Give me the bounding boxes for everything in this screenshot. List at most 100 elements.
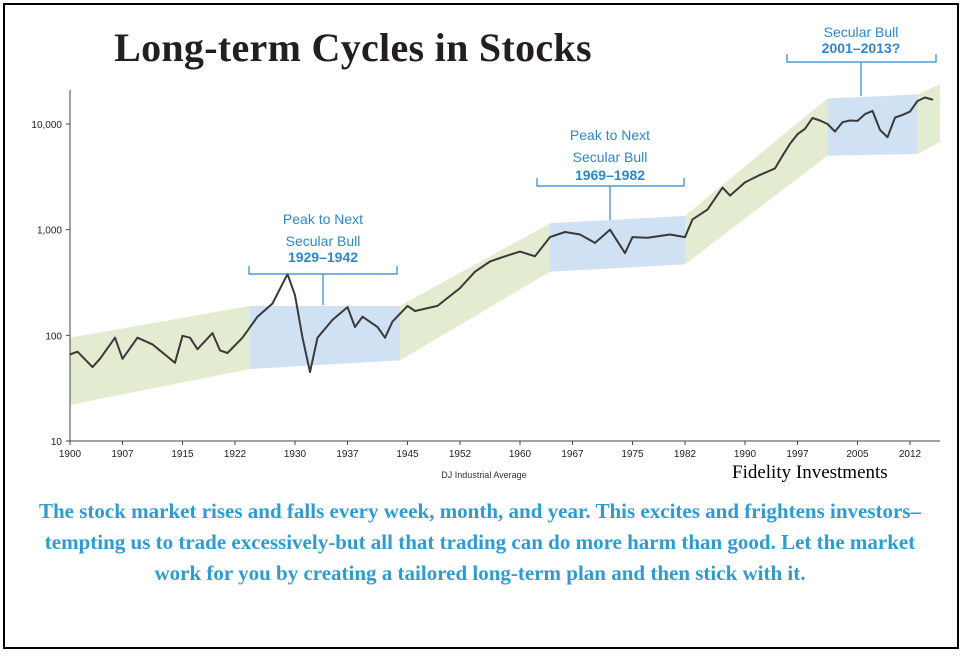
data-point bbox=[121, 358, 124, 360]
x-tick-label: 2012 bbox=[899, 449, 922, 460]
data-point bbox=[316, 336, 319, 339]
data-point bbox=[436, 305, 439, 307]
data-point bbox=[924, 96, 926, 99]
data-point bbox=[294, 294, 296, 297]
data-point bbox=[189, 336, 191, 339]
data-point bbox=[669, 233, 671, 236]
data-point bbox=[271, 302, 274, 305]
chart-title: Long-term Cycles in Stocks bbox=[114, 25, 592, 70]
data-point bbox=[361, 315, 364, 318]
data-point bbox=[211, 332, 214, 334]
x-tick-label: 1915 bbox=[171, 449, 194, 460]
y-tick-label: 10,000 bbox=[31, 120, 62, 131]
data-point bbox=[594, 242, 596, 244]
data-point bbox=[609, 228, 611, 231]
data-point bbox=[151, 343, 154, 346]
data-point bbox=[69, 353, 71, 356]
data-point bbox=[721, 186, 724, 189]
data-point bbox=[376, 326, 379, 328]
trend-band-4 bbox=[917, 83, 940, 155]
data-point bbox=[759, 174, 761, 176]
data-point bbox=[624, 252, 626, 254]
x-tick-label: 1930 bbox=[284, 449, 307, 460]
trend-band-3 bbox=[685, 98, 828, 265]
secular-box-3 bbox=[827, 94, 918, 156]
data-point bbox=[691, 218, 694, 221]
data-point bbox=[684, 236, 686, 238]
trend-band-1 bbox=[70, 305, 250, 405]
data-point bbox=[309, 371, 311, 373]
annotation-line1: Peak to Next bbox=[570, 127, 650, 143]
secular-box-1 bbox=[250, 305, 400, 370]
x-tick-label: 1990 bbox=[734, 449, 757, 460]
annotation-line2: Secular Bull bbox=[573, 149, 648, 165]
data-point bbox=[774, 167, 776, 170]
data-point bbox=[406, 305, 409, 307]
x-tick-label: 2005 bbox=[846, 449, 869, 460]
x-tick-label: 1967 bbox=[561, 449, 584, 460]
data-point bbox=[781, 155, 784, 157]
y-tick-label: 100 bbox=[45, 331, 62, 342]
data-point bbox=[826, 123, 829, 125]
data-point bbox=[414, 310, 416, 312]
data-point bbox=[219, 349, 221, 352]
data-point bbox=[849, 119, 851, 122]
data-point bbox=[631, 236, 634, 238]
data-point bbox=[474, 270, 476, 273]
data-point bbox=[931, 98, 934, 101]
annotation-years: 1969–1982 bbox=[575, 167, 645, 183]
data-point bbox=[76, 350, 79, 353]
source-credit: Fidelity Investments bbox=[732, 462, 888, 483]
data-point bbox=[196, 348, 199, 351]
data-point bbox=[894, 116, 896, 119]
data-point bbox=[331, 319, 334, 321]
data-point bbox=[256, 315, 259, 318]
annotation-bracket bbox=[248, 266, 398, 275]
data-point bbox=[811, 117, 814, 119]
data-point bbox=[181, 335, 184, 337]
annotation-line1: Peak to Next bbox=[283, 211, 363, 227]
trend-band-2 bbox=[400, 223, 550, 361]
data-point bbox=[796, 133, 799, 135]
data-point bbox=[744, 181, 746, 184]
annotation-years: 1929–1942 bbox=[288, 249, 358, 265]
data-point bbox=[301, 336, 304, 339]
data-point bbox=[174, 362, 176, 364]
data-point bbox=[136, 336, 139, 339]
data-point bbox=[789, 143, 791, 145]
data-point bbox=[549, 236, 551, 238]
data-point bbox=[459, 287, 461, 289]
x-tick-label: 1937 bbox=[336, 449, 359, 460]
y-tick-label: 1,000 bbox=[37, 226, 62, 237]
data-point bbox=[114, 336, 116, 339]
data-point bbox=[354, 326, 356, 328]
x-axis-label: DJ Industrial Average bbox=[441, 470, 526, 480]
x-tick-label: 1982 bbox=[674, 449, 697, 460]
data-point bbox=[534, 255, 536, 258]
data-point bbox=[916, 100, 919, 102]
data-point bbox=[819, 119, 821, 122]
x-tick-label: 1907 bbox=[111, 449, 134, 460]
data-point bbox=[489, 260, 491, 263]
data-point bbox=[901, 114, 904, 116]
data-point bbox=[706, 208, 709, 211]
data-point bbox=[886, 136, 889, 138]
data-point bbox=[226, 352, 229, 354]
data-point bbox=[391, 320, 394, 323]
data-point bbox=[99, 358, 101, 360]
data-point bbox=[564, 231, 566, 233]
data-point bbox=[579, 233, 581, 236]
x-tick-label: 1952 bbox=[449, 449, 472, 460]
x-tick-label: 1975 bbox=[621, 449, 644, 460]
data-point bbox=[864, 113, 866, 115]
data-point bbox=[804, 128, 806, 130]
data-point bbox=[856, 120, 859, 122]
data-point bbox=[504, 255, 506, 258]
data-point bbox=[834, 130, 836, 133]
data-point bbox=[879, 129, 881, 131]
data-point bbox=[91, 366, 94, 368]
data-point bbox=[729, 194, 731, 197]
secular-box-2 bbox=[550, 215, 685, 272]
data-point bbox=[346, 306, 349, 308]
x-tick-label: 1960 bbox=[509, 449, 532, 460]
